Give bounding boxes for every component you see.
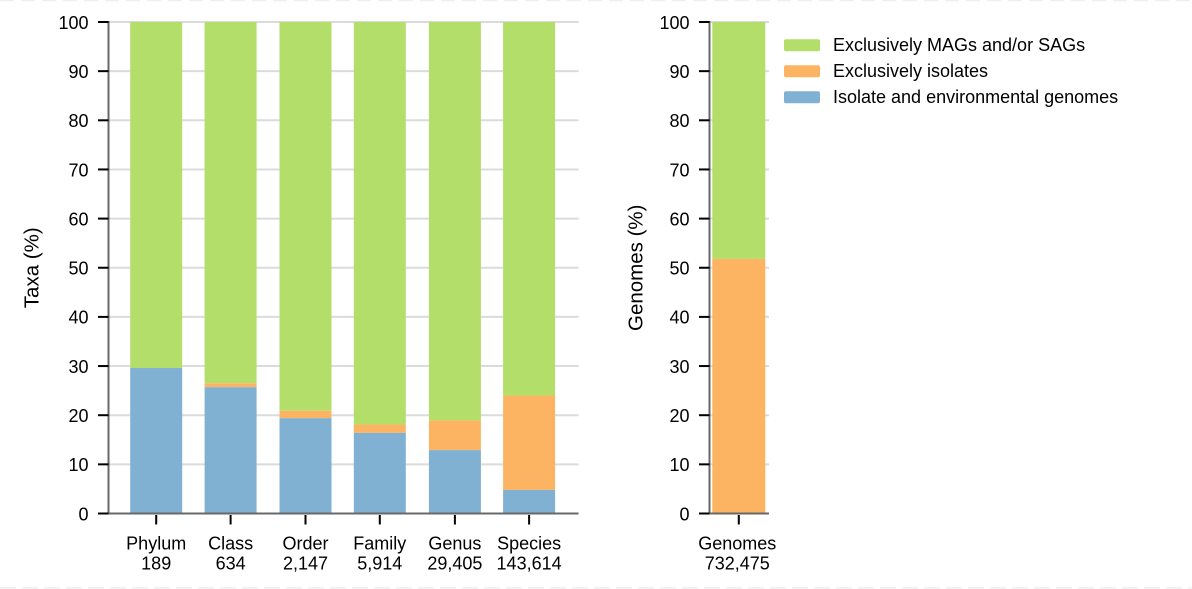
svg-text:634: 634 [216,554,246,574]
svg-text:50: 50 [669,259,689,279]
svg-text:90: 90 [68,62,88,82]
svg-text:0: 0 [78,504,88,524]
svg-text:90: 90 [669,62,689,82]
svg-text:10: 10 [68,455,88,475]
svg-text:5,914: 5,914 [357,554,402,574]
svg-text:10: 10 [669,455,689,475]
svg-text:40: 40 [669,308,689,328]
svg-text:50: 50 [68,259,88,279]
svg-text:100: 100 [58,13,88,33]
svg-text:20: 20 [669,406,689,426]
svg-text:70: 70 [669,160,689,180]
svg-text:29,405: 29,405 [427,554,482,574]
svg-text:Exclusively isolates: Exclusively isolates [833,61,988,81]
svg-text:Isolate and environmental geno: Isolate and environmental genomes [833,87,1118,107]
svg-text:0: 0 [679,504,689,524]
svg-text:80: 80 [669,111,689,131]
svg-text:30: 30 [68,357,88,377]
svg-text:40: 40 [68,308,88,328]
svg-text:60: 60 [669,209,689,229]
svg-text:Species: Species [497,534,561,554]
svg-text:Family: Family [353,534,406,554]
svg-text:Order: Order [282,534,328,554]
svg-text:80: 80 [68,111,88,131]
svg-text:100: 100 [659,13,689,33]
svg-text:30: 30 [669,357,689,377]
svg-text:Class: Class [208,534,253,554]
svg-text:2,147: 2,147 [283,554,328,574]
svg-text:Genomes: Genomes [698,534,776,554]
svg-text:Phylum: Phylum [126,534,186,554]
svg-text:60: 60 [68,209,88,229]
svg-text:70: 70 [68,160,88,180]
svg-text:189: 189 [141,554,171,574]
svg-text:Genomes (%): Genomes (%) [625,205,648,331]
svg-text:Exclusively MAGs and/or SAGs: Exclusively MAGs and/or SAGs [833,35,1085,55]
svg-text:Taxa (%): Taxa (%) [21,227,44,308]
svg-text:20: 20 [68,406,88,426]
svg-text:143,614: 143,614 [497,554,562,574]
svg-text:732,475: 732,475 [705,554,770,574]
svg-text:Genus: Genus [428,534,481,554]
